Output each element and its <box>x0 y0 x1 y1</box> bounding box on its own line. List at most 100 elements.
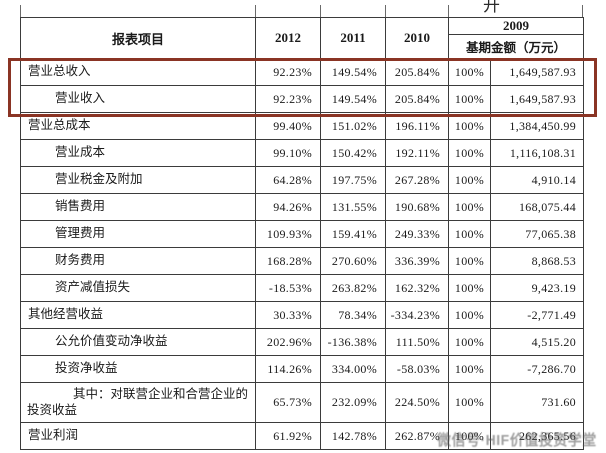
cell-base-amount: 8,868.53 <box>490 247 584 275</box>
table-row: 资产减值损失 -18.53% 263.82% 162.32% 100% 9,423.19 <box>20 274 584 302</box>
cell-pct-value: 149.54% <box>320 58 386 86</box>
cell-pct-value: 192.11% <box>385 139 449 167</box>
cell-pct-value: 334.00% <box>320 355 386 383</box>
header-base-amount: 基期金额（万元） <box>448 34 584 59</box>
cell-pct-value: 78.34% <box>320 301 386 329</box>
table-header: 报表项目 2012 2011 2010 2009 基期金额（万元） <box>20 17 584 59</box>
cell-base-amount: 731.60 <box>490 382 584 423</box>
header-item-col: 报表项目 <box>20 17 256 59</box>
cell-pct-value: 197.75% <box>320 166 386 194</box>
cell-base-pct: 100% <box>448 220 491 248</box>
cell-pct-value: 99.40% <box>255 112 321 140</box>
cell-pct-value: 249.33% <box>385 220 449 248</box>
cell-pct-value: 92.23% <box>255 85 321 113</box>
table-row: 公允价值变动净收益 202.96% -136.38% 111.50% 100% 4,515… <box>20 328 584 356</box>
row-label: 管理费用 <box>20 220 256 248</box>
cell-base-amount: 1,116,108.31 <box>490 139 584 167</box>
cell-base-pct: 100% <box>448 58 491 86</box>
cell-base-amount: 77,065.38 <box>490 220 584 248</box>
table-row: 营业税金及附加 64.28% 197.75% 267.28% 100% 4,910.14 <box>20 166 584 194</box>
cell-pct-value: 109.93% <box>255 220 321 248</box>
cell-pct-value: 92.23% <box>255 58 321 86</box>
cell-pct-value: 232.09% <box>320 382 386 423</box>
column-stub-line <box>448 5 449 18</box>
cell-pct-value: 142.78% <box>320 422 386 450</box>
table-row: 营业利润 61.92% 142.78% 262.87% 100% 262,365.56 <box>20 422 584 450</box>
cell-pct-value: -334.23% <box>385 301 449 329</box>
cell-base-amount: -7,286.70 <box>490 355 584 383</box>
column-stub-line <box>255 5 256 18</box>
cell-pct-value: 131.55% <box>320 193 386 221</box>
cell-pct-value: 162.32% <box>385 274 449 302</box>
cell-base-pct: 100% <box>448 247 491 275</box>
cell-pct-value: 270.60% <box>320 247 386 275</box>
cell-base-amount: 4,910.14 <box>490 166 584 194</box>
cell-base-amount: 1,384,450.99 <box>490 112 584 140</box>
row-label: 营业总收入 <box>20 58 256 86</box>
column-stub-line <box>20 5 21 18</box>
header-year-2010: 2010 <box>385 17 449 59</box>
table-body: 营业总收入 92.23% 149.54% 205.84% 100% 1,649,587.9… <box>20 58 584 450</box>
cell-base-amount: 9,423.19 <box>490 274 584 302</box>
cell-pct-value: -58.03% <box>385 355 449 383</box>
cell-base-amount: 1,649,587.93 <box>490 85 584 113</box>
cell-pct-value: 205.84% <box>385 85 449 113</box>
cell-pct-value: 168.28% <box>255 247 321 275</box>
cell-pct-value: 263.82% <box>320 274 386 302</box>
cell-base-pct: 100% <box>448 422 491 450</box>
cell-pct-value: 336.39% <box>385 247 449 275</box>
cell-base-pct: 100% <box>448 355 491 383</box>
cell-pct-value: 190.68% <box>385 193 449 221</box>
cell-base-pct: 100% <box>448 112 491 140</box>
cell-pct-value: 267.28% <box>385 166 449 194</box>
cell-base-pct: 100% <box>448 139 491 167</box>
row-label: 公允价值变动净收益 <box>20 328 256 356</box>
column-stub-line <box>320 5 321 18</box>
column-stub-line <box>582 5 583 18</box>
cell-base-amount: 1,649,587.93 <box>490 58 584 86</box>
row-label: 营业总成本 <box>20 112 256 140</box>
table-row: 营业成本 99.10% 150.42% 192.11% 100% 1,116,108.31 <box>20 139 584 167</box>
cell-pct-value: 149.54% <box>320 85 386 113</box>
cell-pct-value: 61.92% <box>255 422 321 450</box>
row-label: 营业税金及附加 <box>20 166 256 194</box>
row-label: 销售费用 <box>20 193 256 221</box>
row-label: 其中：对联营企业和合营企业的投资收益 <box>20 382 256 423</box>
cell-base-pct: 100% <box>448 166 491 194</box>
cell-pct-value: -136.38% <box>320 328 386 356</box>
cell-pct-value: 64.28% <box>255 166 321 194</box>
cell-pct-value: -18.53% <box>255 274 321 302</box>
table-row: 财务费用 168.28% 270.60% 336.39% 100% 8,868.53 <box>20 247 584 275</box>
header-year-2009: 2009 <box>448 17 584 35</box>
cell-base-amount: -2,771.49 <box>490 301 584 329</box>
cell-pct-value: 224.50% <box>385 382 449 423</box>
cell-pct-value: 262.87% <box>385 422 449 450</box>
row-label: 营业收入 <box>20 85 256 113</box>
cell-pct-value: 202.96% <box>255 328 321 356</box>
cell-base-amount: 262,365.56 <box>490 422 584 450</box>
cell-pct-value: 111.50% <box>385 328 449 356</box>
table-row: 投资净收益 114.26% 334.00% -58.03% 100% -7,286.70 <box>20 355 584 383</box>
cell-base-pct: 100% <box>448 274 491 302</box>
column-stub-line <box>385 5 386 18</box>
row-label: 营业成本 <box>20 139 256 167</box>
cell-base-pct: 100% <box>448 328 491 356</box>
table-row: 其中：对联营企业和合营企业的投资收益 65.73% 232.09% 224.50% 10… <box>20 382 584 423</box>
header-year-2011: 2011 <box>320 17 386 59</box>
cell-pct-value: 205.84% <box>385 58 449 86</box>
cell-base-pct: 100% <box>448 85 491 113</box>
cell-base-pct: 100% <box>448 193 491 221</box>
row-label: 资产减值损失 <box>20 274 256 302</box>
cell-pct-value: 196.11% <box>385 112 449 140</box>
table-row: 营业收入 92.23% 149.54% 205.84% 100% 1,649,587.93 <box>20 85 584 113</box>
cell-base-amount: 4,515.20 <box>490 328 584 356</box>
cell-pct-value: 159.41% <box>320 220 386 248</box>
cell-pct-value: 65.73% <box>255 382 321 423</box>
cell-pct-value: 94.26% <box>255 193 321 221</box>
row-label: 营业利润 <box>20 422 256 450</box>
cell-pct-value: 151.02% <box>320 112 386 140</box>
row-label: 投资净收益 <box>20 355 256 383</box>
cell-pct-value: 99.10% <box>255 139 321 167</box>
table-row: 其他经营收益 30.33% 78.34% -334.23% 100% -2,771.49 <box>20 301 584 329</box>
header-year-2012: 2012 <box>255 17 321 59</box>
